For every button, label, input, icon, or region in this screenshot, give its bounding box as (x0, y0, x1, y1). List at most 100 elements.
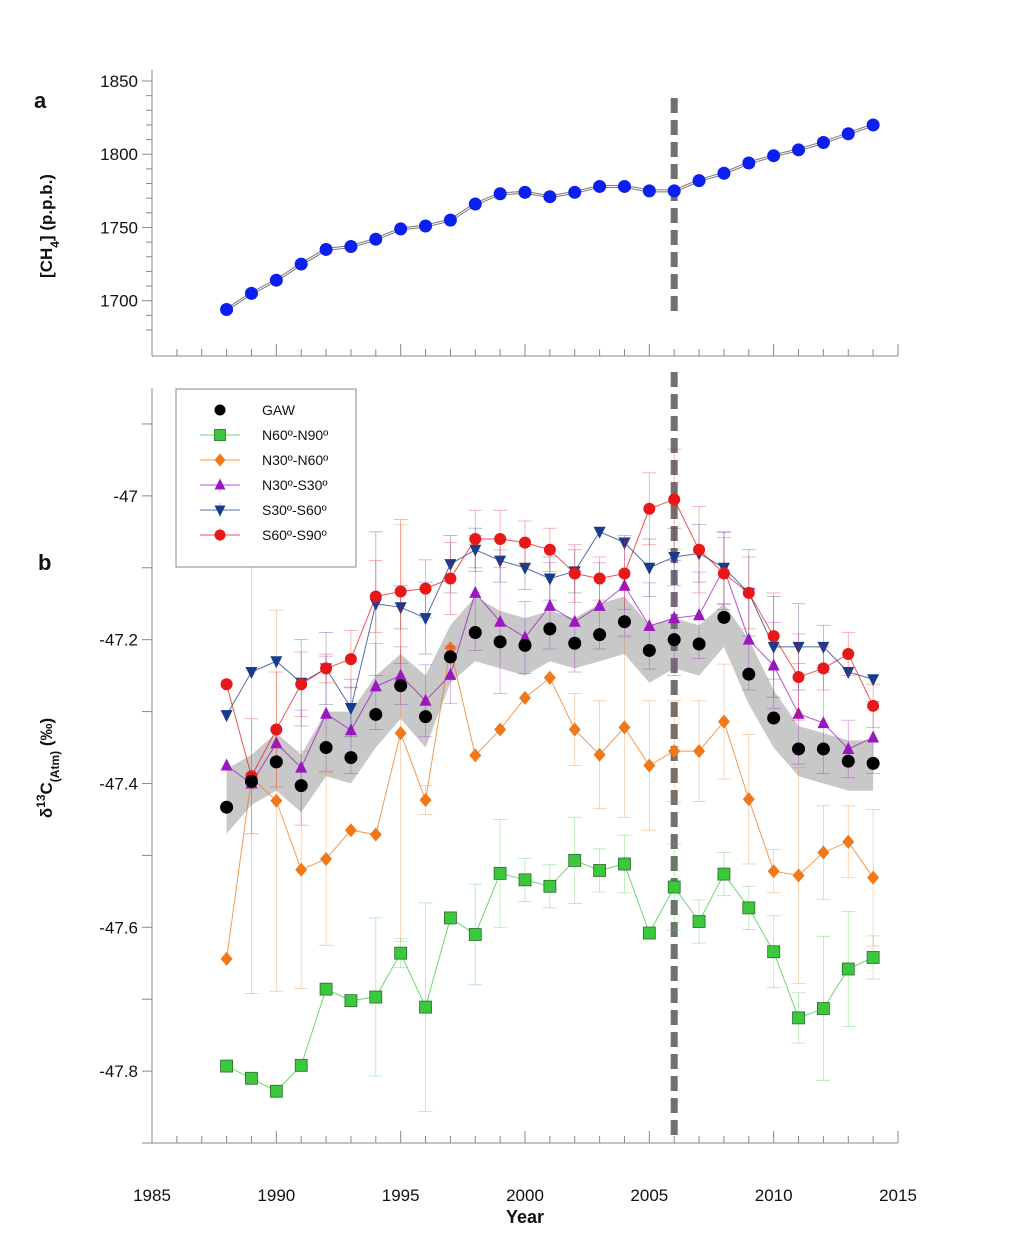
data-point (667, 880, 681, 894)
panel-b-y-tick-label: -47 (113, 487, 138, 506)
data-point (767, 711, 781, 725)
data-point (842, 741, 855, 754)
data-point (841, 962, 855, 976)
data-point (494, 533, 507, 545)
data-point (519, 562, 531, 575)
ch4-point (468, 197, 482, 211)
data-point (817, 641, 830, 654)
data-point (866, 756, 880, 770)
data-point (767, 658, 780, 671)
ch4-point (543, 190, 557, 204)
data-point (320, 706, 333, 719)
data-point (519, 690, 531, 705)
ch4-point (369, 232, 383, 246)
data-point (742, 901, 756, 915)
panel-b-y-tick-label: -47.8 (99, 1062, 138, 1081)
data-point (344, 751, 358, 765)
data-point (717, 867, 731, 881)
data-point (643, 619, 656, 632)
ch4-point (767, 149, 781, 163)
data-point (742, 667, 756, 681)
data-point (269, 1084, 283, 1098)
data-point (867, 730, 880, 743)
data-point (319, 982, 333, 996)
data-point (444, 667, 457, 680)
data-point (668, 611, 681, 624)
ch4-point (642, 184, 656, 198)
ch4-point (593, 179, 607, 193)
data-point (593, 628, 607, 642)
data-point (792, 706, 805, 719)
data-point (543, 543, 556, 556)
data-point (394, 946, 408, 960)
panel-a-axes: 1700 1750 1800 1850 (100, 70, 899, 357)
data-point (493, 866, 507, 880)
data-point (320, 851, 333, 866)
data-point (543, 598, 556, 611)
data-point (742, 632, 755, 645)
legend-label: N30º-S30º (262, 477, 327, 493)
data-point (468, 625, 482, 639)
ch4-point (443, 213, 457, 227)
data-point (369, 990, 383, 1004)
data-point (767, 630, 780, 643)
data-point (642, 643, 656, 657)
data-point (593, 526, 606, 539)
data-point (593, 747, 606, 762)
data-point (444, 572, 457, 585)
data-point (742, 586, 755, 599)
panel-b-x-tick-label: 2000 (506, 1186, 544, 1205)
data-point (494, 614, 507, 627)
data-point (220, 1059, 234, 1073)
series-0 (220, 610, 880, 814)
data-point (543, 879, 557, 893)
ch4-point (394, 222, 408, 236)
data-point (543, 573, 556, 586)
data-point (543, 670, 556, 685)
panel-b-series (220, 448, 881, 1112)
data-point (867, 699, 880, 712)
data-point (344, 823, 357, 838)
legend-label: GAW (262, 402, 296, 418)
data-point (767, 945, 781, 959)
data-point (867, 674, 880, 687)
data-point (344, 723, 357, 736)
data-point (443, 650, 457, 664)
data-point (767, 641, 780, 654)
data-point (867, 870, 880, 885)
ch4-point (269, 273, 283, 287)
legend-label: N60º-N90º (262, 427, 328, 443)
panel-b: b δ13C(Atm) (‰) Year -47-47.2-47.4-47.6-… (34, 372, 917, 1227)
data-point (419, 793, 432, 808)
panel-a-y-tick-label: 1750 (100, 218, 138, 237)
data-point (767, 864, 780, 879)
data-point (568, 854, 582, 867)
data-point (294, 1058, 308, 1072)
data-point (617, 615, 631, 629)
gaw-band-area (226, 596, 874, 834)
ch4-point (717, 166, 731, 180)
ch4-point (866, 118, 880, 132)
ch4-point (244, 286, 258, 300)
data-point (369, 707, 383, 721)
data-point (618, 578, 631, 591)
data-point (344, 702, 357, 715)
data-point (270, 793, 283, 808)
data-point (469, 748, 482, 763)
data-point (344, 653, 357, 666)
data-point (319, 741, 333, 755)
ch4-point (816, 136, 830, 150)
data-point (419, 582, 432, 595)
ch4-point (792, 143, 806, 157)
legend: GAW N60º-N90º N30º-N60º N30º-S30º S30º-S60º S… (175, 388, 357, 568)
data-point (220, 951, 233, 966)
data-point (568, 614, 581, 627)
data-point (841, 754, 855, 768)
data-point (817, 845, 830, 860)
legend-marker (214, 453, 226, 467)
panel-b-ylabel: δ13C(Atm) (‰) (34, 718, 62, 818)
data-point (394, 679, 408, 693)
data-point (295, 862, 308, 877)
data-point (642, 926, 656, 940)
panel-b-axes: -47 -47.2 -47.4 -47.6 -47.8 1985 1990 1995 2000 2… (99, 388, 917, 1205)
